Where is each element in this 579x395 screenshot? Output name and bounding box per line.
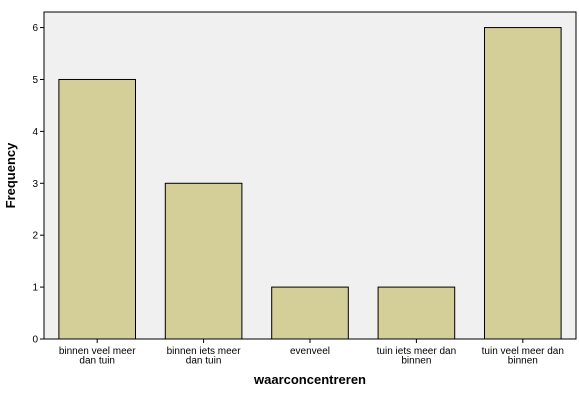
x-axis: binnen veel meer dan tuin binnen iets meer…: [59, 339, 564, 367]
x-tick-label: evenveel: [290, 346, 330, 357]
bar: [164, 182, 243, 340]
y-tick-label: 1: [32, 283, 38, 294]
y-tick-label: 6: [32, 23, 38, 34]
x-tick-label: tuin iets meer dan binnen: [377, 346, 457, 367]
bar: [271, 286, 349, 340]
x-tick-label: binnen veel meer dan tuin: [59, 346, 136, 367]
x-tick-label: binnen iets meer dan tuin: [167, 346, 242, 367]
y-tick-label: 5: [32, 75, 38, 86]
bar: [58, 78, 137, 340]
bar: [483, 27, 562, 340]
x-axis-title: waarconcentreren: [253, 372, 366, 387]
y-tick-label: 2: [32, 231, 38, 242]
x-tick-label: tuin veel meer dan binnen: [482, 346, 564, 367]
bars-group: [58, 27, 562, 340]
y-tick-label: 0: [32, 335, 38, 346]
y-axis: 0 1 2 3 4 5 6: [32, 23, 44, 346]
y-axis-title: Frequency: [3, 142, 18, 209]
y-tick-label: 4: [32, 127, 38, 138]
y-tick-label: 3: [32, 179, 38, 190]
bar: [377, 286, 456, 340]
